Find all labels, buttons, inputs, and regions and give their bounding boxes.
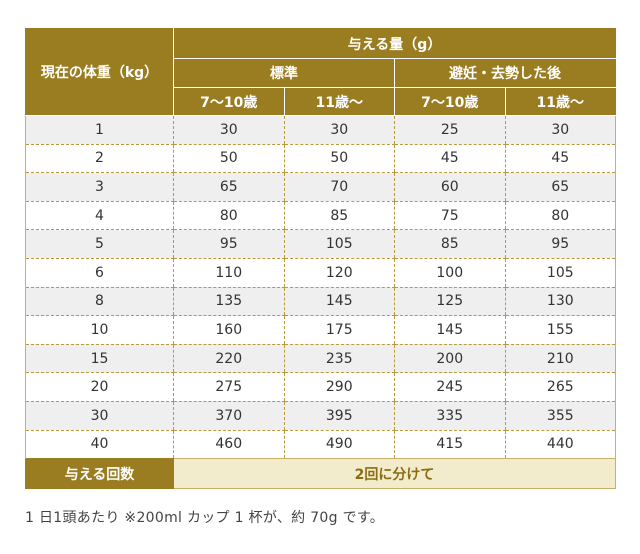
table-row: 40 460 490 415 440	[25, 430, 617, 460]
neutered-senior-cell: 130	[504, 287, 617, 317]
weight-column-header: 現在の体重（kg）	[25, 28, 174, 116]
standard-young-cell: 95	[173, 229, 284, 259]
neutered-senior-cell: 355	[504, 401, 617, 431]
weight-cell: 30	[25, 401, 174, 431]
feeding-count-label: 与える回数	[25, 458, 174, 490]
neutered-senior-age-header: 11歳〜	[504, 87, 617, 116]
table-row: 15 220 235 200 210	[25, 344, 617, 374]
standard-senior-cell: 490	[283, 430, 395, 460]
table-row: 20 275 290 245 265	[25, 372, 617, 402]
standard-young-cell: 65	[173, 172, 284, 202]
amount-header: 与える量（g）	[172, 28, 617, 59]
standard-senior-cell: 70	[283, 172, 395, 202]
footnote: 1 日1頭あたり ※200ml カップ 1 杯が、約 70g です。	[25, 510, 385, 526]
standard-senior-cell: 145	[283, 287, 395, 317]
standard-young-cell: 80	[173, 201, 284, 231]
neutered-senior-cell: 210	[504, 344, 617, 374]
standard-young-age-header: 7〜10歳	[173, 87, 285, 116]
weight-cell: 8	[25, 287, 174, 317]
table-footer: 与える回数 2回に分けて	[25, 458, 617, 490]
neutered-senior-cell: 45	[504, 144, 617, 174]
neutered-young-cell: 245	[394, 372, 505, 402]
standard-senior-cell: 235	[283, 344, 395, 374]
weight-cell: 6	[25, 258, 174, 288]
standard-young-cell: 50	[173, 144, 284, 174]
standard-senior-cell: 120	[283, 258, 395, 288]
neutered-senior-cell: 30	[504, 115, 617, 145]
neutered-young-cell: 85	[394, 229, 505, 259]
neutered-senior-cell: 155	[504, 315, 617, 345]
neutered-senior-cell: 65	[504, 172, 617, 202]
table-row: 2 50 50 45 45	[25, 144, 617, 174]
neutered-group-header: 避妊・去勢した後	[393, 58, 617, 88]
standard-young-cell: 30	[173, 115, 284, 145]
standard-senior-cell: 85	[283, 201, 395, 231]
standard-young-cell: 110	[173, 258, 284, 288]
table-row: 1 30 30 25 30	[25, 115, 617, 145]
feeding-count-value: 2回に分けて	[172, 458, 617, 490]
neutered-young-cell: 335	[394, 401, 505, 431]
standard-group-header: 標準	[173, 58, 395, 88]
standard-senior-cell: 105	[283, 229, 395, 259]
standard-young-cell: 220	[173, 344, 284, 374]
neutered-young-cell: 125	[394, 287, 505, 317]
feeding-table: 現在の体重（kg） 与える量（g） 標準 避妊・去勢した後 7〜10歳 11歳〜…	[25, 28, 617, 490]
weight-cell: 1	[25, 115, 174, 145]
neutered-senior-cell: 105	[504, 258, 617, 288]
table-body: 1 30 30 25 30 2 50 50 45 45 3 65 70 60 65 4 80 85 75 80 5 95 1…	[25, 115, 617, 460]
weight-cell: 40	[25, 430, 174, 460]
standard-young-cell: 275	[173, 372, 284, 402]
table-row: 10 160 175 145 155	[25, 315, 617, 345]
neutered-young-cell: 45	[394, 144, 505, 174]
standard-young-cell: 370	[173, 401, 284, 431]
feeding-table-container: 現在の体重（kg） 与える量（g） 標準 避妊・去勢した後 7〜10歳 11歳〜…	[25, 28, 617, 490]
neutered-young-cell: 145	[394, 315, 505, 345]
weight-cell: 4	[25, 201, 174, 231]
table-header: 現在の体重（kg） 与える量（g） 標準 避妊・去勢した後 7〜10歳 11歳〜…	[25, 28, 617, 116]
standard-young-cell: 460	[173, 430, 284, 460]
weight-cell: 10	[25, 315, 174, 345]
table-row: 30 370 395 335 355	[25, 401, 617, 431]
table-row: 5 95 105 85 95	[25, 229, 617, 259]
neutered-young-age-header: 7〜10歳	[394, 87, 506, 116]
weight-cell: 15	[25, 344, 174, 374]
weight-cell: 3	[25, 172, 174, 202]
standard-senior-cell: 395	[283, 401, 395, 431]
neutered-senior-cell: 265	[504, 372, 617, 402]
standard-senior-cell: 30	[283, 115, 395, 145]
standard-senior-cell: 175	[283, 315, 395, 345]
table-row: 3 65 70 60 65	[25, 172, 617, 202]
weight-cell: 2	[25, 144, 174, 174]
neutered-young-cell: 100	[394, 258, 505, 288]
neutered-young-cell: 25	[394, 115, 505, 145]
neutered-senior-cell: 440	[504, 430, 617, 460]
neutered-senior-cell: 95	[504, 229, 617, 259]
weight-cell: 5	[25, 229, 174, 259]
neutered-young-cell: 75	[394, 201, 505, 231]
weight-cell: 20	[25, 372, 174, 402]
table-row: 8 135 145 125 130	[25, 287, 617, 317]
standard-young-cell: 135	[173, 287, 284, 317]
neutered-senior-cell: 80	[504, 201, 617, 231]
table-row: 6 110 120 100 105	[25, 258, 617, 288]
standard-senior-cell: 290	[283, 372, 395, 402]
neutered-young-cell: 415	[394, 430, 505, 460]
standard-senior-cell: 50	[283, 144, 395, 174]
neutered-young-cell: 60	[394, 172, 505, 202]
neutered-young-cell: 200	[394, 344, 505, 374]
standard-young-cell: 160	[173, 315, 284, 345]
table-row: 4 80 85 75 80	[25, 201, 617, 231]
standard-senior-age-header: 11歳〜	[283, 87, 395, 116]
